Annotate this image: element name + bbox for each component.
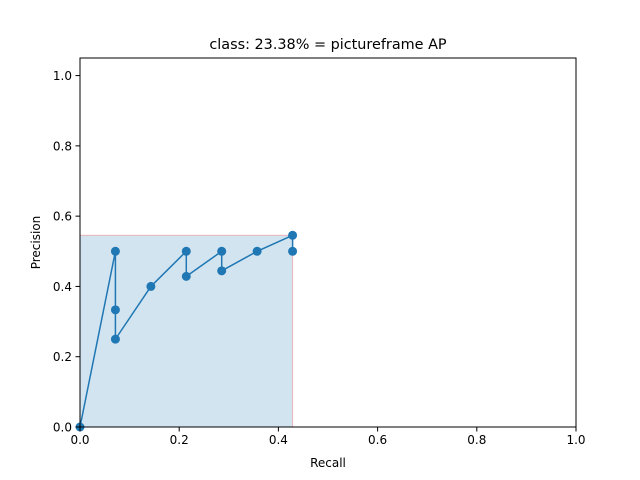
y-axis-ticks: 0.0 0.2 0.4 0.6 0.8 1.0 [53,69,80,435]
x-tick-label: 0.2 [170,433,189,447]
pr-point [288,246,298,256]
marker-layer [75,230,298,432]
y-tick-label: 0.8 [53,139,72,153]
pr-point [110,305,120,315]
line-layer [79,234,294,428]
y-axis-label: Precision [29,216,43,270]
y-tick-label: 0.2 [53,350,72,364]
plot-frame [79,57,577,428]
chart-title: class: 23.38% = pictureframe AP [209,37,447,53]
x-tick-label: 1.0 [566,433,585,447]
y-tick-label: 1.0 [53,69,72,83]
y-tick-label: 0.4 [53,280,72,294]
precision-recall-line [79,234,294,428]
pr-point [110,334,120,344]
pr-point [146,281,156,291]
x-tick-label: 0.4 [269,433,288,447]
pr-point [217,266,227,276]
y-tick-label: 0.0 [53,421,72,435]
pr-point [252,246,262,256]
x-tick-label: 0.6 [368,433,387,447]
pr-point [288,230,298,240]
pr-point [217,246,227,256]
x-axis-ticks: 0.0 0.2 0.4 0.6 0.8 1.0 [70,427,586,447]
y-tick-label: 0.6 [53,210,72,224]
x-axis-label: Recall [310,456,346,470]
x-tick-label: 0.0 [70,433,89,447]
pr-point [110,246,120,256]
x-tick-label: 0.8 [467,433,486,447]
pr-point [181,271,191,281]
pr-point [181,246,191,256]
